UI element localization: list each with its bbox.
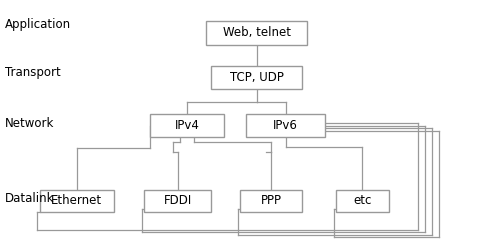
Text: IPv6: IPv6 bbox=[273, 119, 298, 132]
Text: Web, telnet: Web, telnet bbox=[223, 26, 291, 39]
FancyBboxPatch shape bbox=[150, 114, 225, 137]
Text: PPP: PPP bbox=[261, 194, 282, 207]
FancyBboxPatch shape bbox=[144, 190, 211, 212]
Text: TCP, UDP: TCP, UDP bbox=[230, 71, 284, 84]
Text: FDDI: FDDI bbox=[164, 194, 192, 207]
Text: Ethernet: Ethernet bbox=[51, 194, 102, 207]
FancyBboxPatch shape bbox=[39, 190, 114, 212]
Text: Application: Application bbox=[5, 18, 71, 31]
FancyBboxPatch shape bbox=[211, 66, 302, 89]
FancyBboxPatch shape bbox=[206, 21, 307, 45]
FancyBboxPatch shape bbox=[240, 190, 302, 212]
FancyBboxPatch shape bbox=[336, 190, 389, 212]
Text: Transport: Transport bbox=[5, 66, 60, 79]
Text: Datalink: Datalink bbox=[5, 192, 54, 205]
Text: etc: etc bbox=[353, 194, 372, 207]
Text: IPv4: IPv4 bbox=[175, 119, 200, 132]
FancyBboxPatch shape bbox=[246, 114, 325, 137]
Text: Network: Network bbox=[5, 117, 54, 130]
